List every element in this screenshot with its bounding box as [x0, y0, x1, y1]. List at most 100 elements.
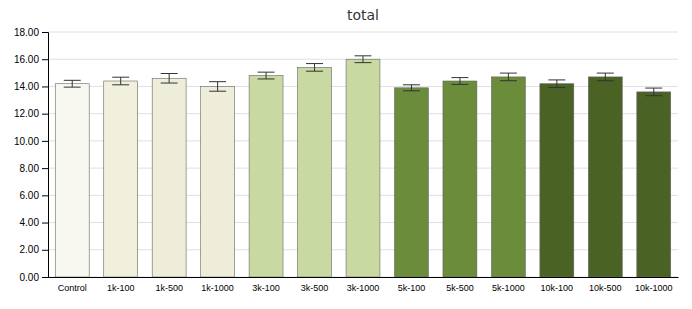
y-tick: 0.00: [20, 272, 48, 283]
error-bar-cap: [306, 63, 323, 64]
error-bar: [209, 82, 226, 92]
error-bar-cap: [64, 87, 81, 88]
bar: [346, 59, 380, 277]
plot-area: 0.002.004.006.008.0010.0012.0014.0016.00…: [14, 27, 679, 294]
y-tick-mark: [42, 223, 48, 224]
x-tick-label: 10k-1000: [635, 283, 673, 293]
x-tick: 3k-1000: [347, 283, 380, 293]
error-bar-cap: [548, 87, 565, 88]
error-bar: [597, 73, 614, 81]
bar: [55, 84, 89, 277]
error-bar: [500, 73, 517, 81]
error-bar: [306, 64, 323, 72]
y-tick-mark: [42, 32, 48, 33]
error-bar-cap: [355, 62, 372, 63]
y-tick: 2.00: [20, 244, 48, 255]
error-bar-stem: [605, 73, 606, 81]
error-bar-cap: [451, 77, 468, 78]
y-tick-label: 2.00: [20, 244, 40, 255]
x-axis: Control 1k-100 1k-500 1k-1000 3k-100 3k-500 3k…: [49, 278, 679, 294]
bar: [491, 77, 525, 277]
y-tick: 4.00: [20, 217, 48, 228]
x-tick: 3k-100: [252, 283, 280, 293]
error-bar: [645, 88, 662, 96]
y-tick-mark: [42, 86, 48, 87]
bar: [443, 81, 477, 277]
y-tick-label: 10.00: [14, 136, 39, 147]
y-tick-label: 4.00: [20, 217, 40, 228]
x-tick-label: 5k-100: [398, 283, 426, 293]
y-tick-mark: [42, 59, 48, 60]
error-bar: [64, 80, 81, 87]
error-bar-cap: [645, 88, 662, 89]
error-bar-cap: [161, 73, 178, 74]
error-bar-cap: [306, 71, 323, 72]
error-bar-cap: [209, 81, 226, 82]
bar: [152, 78, 186, 277]
error-bar-cap: [548, 79, 565, 80]
y-tick-label: 16.00: [14, 54, 39, 65]
bar: [249, 76, 283, 277]
x-tick: 1k-100: [107, 283, 135, 293]
y-tick: 14.00: [14, 81, 48, 92]
y-tick: 6.00: [20, 190, 48, 201]
y-tick: 10.00: [14, 136, 48, 147]
error-bar-cap: [500, 80, 517, 81]
x-tick-label: 1k-100: [107, 283, 135, 293]
error-bar-cap: [645, 95, 662, 96]
x-tick-label: 3k-500: [301, 283, 329, 293]
x-tick: 10k-500: [589, 283, 622, 293]
error-bar-stem: [266, 72, 267, 79]
grid: [48, 32, 678, 277]
error-bar: [355, 56, 372, 63]
error-bar-stem: [508, 73, 509, 81]
x-tick: 5k-100: [398, 283, 426, 293]
error-bar-stem: [459, 78, 460, 85]
error-bar-cap: [403, 90, 420, 91]
grid-line: [48, 32, 678, 33]
x-tick: Control: [58, 283, 87, 293]
bar: [540, 84, 574, 277]
x-tick-label: 10k-500: [589, 283, 622, 293]
error-bar-stem: [120, 77, 121, 85]
chart-svg: 0.002.004.006.008.0010.0012.0014.0016.00…: [0, 0, 692, 309]
error-bar-cap: [500, 73, 517, 74]
x-tick: 5k-500: [446, 283, 474, 293]
y-tick-label: 14.00: [14, 81, 39, 92]
error-bar-cap: [258, 72, 275, 73]
error-bar-cap: [209, 91, 226, 92]
y-tick-label: 12.00: [14, 108, 39, 119]
error-bar-cap: [112, 84, 129, 85]
x-tick-label: 3k-100: [252, 283, 280, 293]
y-tick-label: 6.00: [20, 190, 40, 201]
error-bar-cap: [64, 80, 81, 81]
y-tick-mark: [42, 141, 48, 142]
y-tick-mark: [42, 168, 48, 169]
error-bar-cap: [161, 83, 178, 84]
error-bar-cap: [403, 84, 420, 85]
y-tick-mark: [42, 114, 48, 115]
bar: [637, 92, 671, 277]
x-tick: 1k-1000: [201, 283, 234, 293]
x-tick: 3k-500: [301, 283, 329, 293]
x-tick-label: 1k-1000: [201, 283, 234, 293]
error-bar: [258, 72, 275, 79]
error-bar-stem: [314, 64, 315, 72]
error-bar-stem: [72, 80, 73, 87]
y-tick-mark: [42, 250, 48, 251]
chart-title: total: [347, 7, 379, 23]
y-tick-label: 18.00: [14, 27, 39, 38]
marks: [55, 56, 670, 277]
error-bar-cap: [597, 73, 614, 74]
y-axis: 0.002.004.006.008.0010.0012.0014.0016.00…: [14, 27, 49, 283]
error-bar: [161, 74, 178, 84]
x-tick: 10k-1000: [635, 283, 673, 293]
error-bar-stem: [653, 88, 654, 96]
error-bar: [451, 78, 468, 85]
error-bar: [112, 77, 129, 85]
bar: [588, 77, 622, 277]
x-tick-label: 1k-500: [155, 283, 183, 293]
y-tick: 18.00: [14, 27, 48, 38]
x-tick-label: 10k-100: [541, 283, 574, 293]
error-bar-stem: [169, 74, 170, 84]
